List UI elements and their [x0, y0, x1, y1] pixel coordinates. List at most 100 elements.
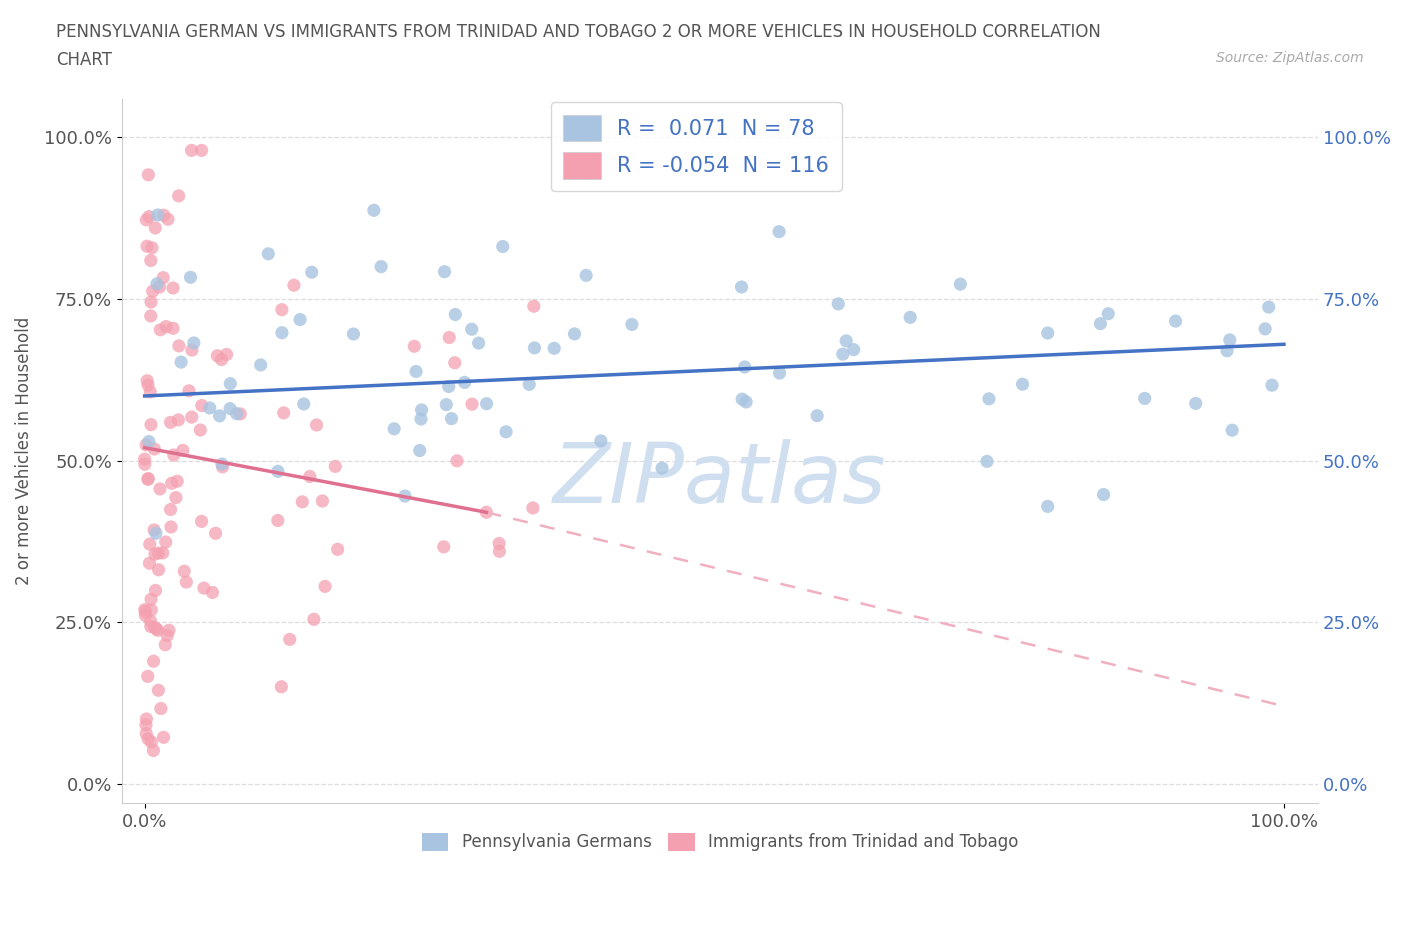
Point — [517, 377, 540, 392]
Point — [145, 583, 167, 598]
Point — [1036, 498, 1059, 513]
Point — [467, 336, 489, 351]
Point — [219, 377, 242, 392]
Point — [134, 457, 156, 472]
Point — [190, 143, 212, 158]
Point — [433, 539, 456, 554]
Point — [523, 340, 546, 355]
Point — [155, 535, 177, 550]
Point — [149, 701, 172, 716]
Point — [135, 717, 157, 732]
Point — [159, 415, 181, 430]
Point — [1220, 423, 1243, 438]
Point — [162, 281, 184, 296]
Point — [211, 352, 233, 367]
Point — [134, 452, 156, 467]
Point — [314, 579, 336, 594]
Point — [135, 711, 157, 726]
Point — [208, 408, 231, 423]
Point — [731, 392, 754, 406]
Point — [1257, 299, 1279, 314]
Point — [152, 730, 174, 745]
Point — [135, 726, 157, 741]
Point — [148, 563, 170, 578]
Point — [177, 383, 200, 398]
Point — [444, 307, 467, 322]
Point — [167, 189, 190, 204]
Point — [191, 398, 214, 413]
Point — [146, 276, 169, 291]
Point — [136, 239, 159, 254]
Point — [148, 546, 170, 561]
Point — [267, 513, 290, 528]
Point — [160, 520, 183, 535]
Point — [411, 403, 433, 418]
Point — [152, 271, 174, 286]
Point — [949, 277, 972, 292]
Point — [181, 342, 204, 357]
Point — [146, 623, 169, 638]
Point — [135, 437, 157, 452]
Point — [143, 620, 166, 635]
Point — [142, 284, 165, 299]
Point — [311, 494, 333, 509]
Point — [145, 621, 167, 636]
Point — [219, 401, 242, 416]
Point — [136, 732, 159, 747]
Point — [201, 585, 224, 600]
Point — [440, 411, 463, 426]
Point — [139, 384, 162, 399]
Point — [1090, 316, 1112, 331]
Point — [827, 297, 849, 312]
Point — [301, 265, 323, 280]
Point — [842, 342, 865, 357]
Point — [145, 525, 167, 540]
Point — [342, 326, 364, 341]
Point — [170, 354, 193, 369]
Point — [1216, 343, 1239, 358]
Point — [160, 476, 183, 491]
Point — [138, 167, 160, 182]
Point — [977, 392, 1000, 406]
Text: PENNSYLVANIA GERMAN VS IMMIGRANTS FROM TRINIDAD AND TOBAGO 2 OR MORE VEHICLES IN: PENNSYLVANIA GERMAN VS IMMIGRANTS FROM T… — [56, 23, 1101, 41]
Point — [211, 457, 233, 472]
Point — [136, 669, 159, 684]
Point — [1184, 396, 1206, 411]
Point — [204, 525, 226, 540]
Point — [176, 575, 198, 590]
Point — [409, 411, 432, 426]
Point — [735, 394, 758, 409]
Point — [446, 454, 468, 469]
Point — [734, 360, 756, 375]
Text: Source: ZipAtlas.com: Source: ZipAtlas.com — [1216, 51, 1364, 65]
Point — [148, 683, 170, 698]
Point — [193, 580, 215, 595]
Point — [288, 312, 311, 327]
Point — [139, 614, 162, 629]
Point — [141, 603, 163, 618]
Point — [1254, 322, 1277, 337]
Point — [149, 482, 172, 497]
Point — [172, 443, 194, 458]
Point — [136, 378, 159, 392]
Point — [835, 334, 858, 349]
Point — [409, 443, 432, 458]
Point — [323, 459, 346, 474]
Point — [139, 295, 162, 310]
Text: CHART: CHART — [56, 51, 112, 69]
Point — [267, 464, 290, 479]
Point — [292, 396, 315, 411]
Point — [1036, 326, 1059, 340]
Point — [179, 270, 201, 285]
Point — [188, 422, 211, 437]
Point — [139, 418, 162, 432]
Point — [143, 547, 166, 562]
Point — [831, 347, 853, 362]
Point — [1261, 378, 1284, 392]
Point — [492, 239, 515, 254]
Point — [326, 542, 349, 557]
Point — [370, 259, 392, 274]
Point — [146, 207, 169, 222]
Point — [134, 604, 156, 619]
Point — [363, 203, 385, 218]
